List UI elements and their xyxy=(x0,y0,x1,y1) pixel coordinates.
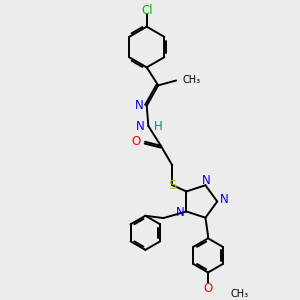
Text: N: N xyxy=(135,99,143,112)
Text: H: H xyxy=(154,119,163,133)
Text: O: O xyxy=(131,135,140,148)
Text: Cl: Cl xyxy=(141,4,152,17)
Text: N: N xyxy=(136,119,145,133)
Text: S: S xyxy=(168,178,176,192)
Text: CH₃: CH₃ xyxy=(230,289,248,299)
Text: N: N xyxy=(219,193,228,206)
Text: O: O xyxy=(203,282,213,295)
Text: N: N xyxy=(176,206,185,219)
Text: CH₃: CH₃ xyxy=(182,76,200,85)
Text: N: N xyxy=(202,173,211,187)
